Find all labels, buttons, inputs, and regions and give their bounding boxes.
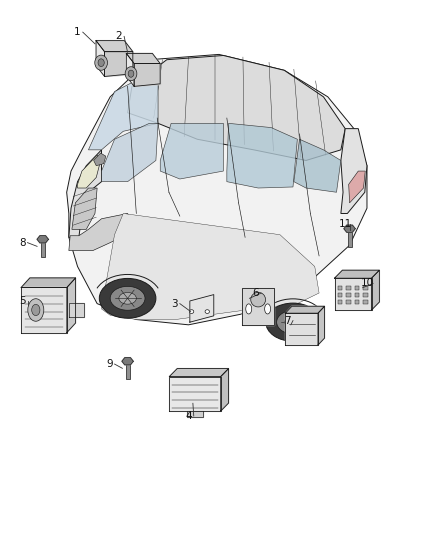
Polygon shape <box>341 128 367 214</box>
Polygon shape <box>127 55 345 160</box>
Bar <box>364 286 368 290</box>
Ellipse shape <box>125 67 137 80</box>
Bar <box>364 300 368 304</box>
Polygon shape <box>88 69 158 150</box>
Bar <box>41 239 45 257</box>
Ellipse shape <box>277 311 309 334</box>
Polygon shape <box>102 123 158 182</box>
Ellipse shape <box>265 304 271 314</box>
Text: 3: 3 <box>171 298 178 309</box>
Polygon shape <box>21 287 67 333</box>
Polygon shape <box>78 155 101 188</box>
Polygon shape <box>94 153 106 166</box>
Ellipse shape <box>205 310 209 313</box>
Polygon shape <box>227 123 297 188</box>
Polygon shape <box>134 63 160 86</box>
Text: 2: 2 <box>116 31 122 42</box>
Ellipse shape <box>28 298 44 321</box>
Polygon shape <box>242 288 274 325</box>
Bar <box>126 361 130 379</box>
Polygon shape <box>335 278 371 310</box>
Text: 9: 9 <box>106 359 113 369</box>
Ellipse shape <box>98 59 104 67</box>
Bar <box>348 228 352 247</box>
Polygon shape <box>349 171 365 203</box>
Polygon shape <box>102 214 319 319</box>
Polygon shape <box>170 368 229 376</box>
Bar <box>364 293 368 297</box>
Polygon shape <box>126 53 134 86</box>
Polygon shape <box>122 358 133 365</box>
Text: 1: 1 <box>74 27 81 37</box>
Ellipse shape <box>285 317 301 328</box>
Polygon shape <box>286 313 318 345</box>
Bar <box>346 286 351 290</box>
Ellipse shape <box>251 292 265 307</box>
Polygon shape <box>126 53 160 63</box>
Polygon shape <box>170 376 221 411</box>
Polygon shape <box>286 306 325 313</box>
Polygon shape <box>160 123 223 179</box>
Ellipse shape <box>32 304 40 316</box>
Polygon shape <box>105 52 133 76</box>
Polygon shape <box>221 368 229 411</box>
Text: 7: 7 <box>284 316 291 326</box>
Ellipse shape <box>266 303 320 341</box>
Text: 4: 4 <box>185 411 192 421</box>
Polygon shape <box>37 236 48 243</box>
Bar <box>346 293 351 297</box>
Bar <box>338 286 342 290</box>
Text: 10: 10 <box>361 278 374 288</box>
Polygon shape <box>344 225 355 232</box>
Polygon shape <box>190 295 214 322</box>
Polygon shape <box>294 139 341 192</box>
Text: 11: 11 <box>339 219 352 229</box>
Ellipse shape <box>128 70 134 77</box>
Polygon shape <box>318 306 325 345</box>
Bar <box>355 293 359 297</box>
Polygon shape <box>67 278 76 333</box>
Bar <box>346 300 351 304</box>
Bar <box>338 293 342 297</box>
Polygon shape <box>96 41 105 76</box>
Text: 6: 6 <box>253 288 259 298</box>
Text: 5: 5 <box>19 296 25 306</box>
Ellipse shape <box>95 55 107 70</box>
Polygon shape <box>96 41 133 52</box>
Polygon shape <box>69 150 102 237</box>
Ellipse shape <box>119 293 136 304</box>
Polygon shape <box>69 214 136 251</box>
Polygon shape <box>21 278 76 287</box>
Polygon shape <box>335 270 379 278</box>
Polygon shape <box>72 188 97 229</box>
Bar <box>338 300 342 304</box>
Polygon shape <box>69 303 84 317</box>
Polygon shape <box>187 411 203 417</box>
Bar <box>355 300 359 304</box>
Text: 8: 8 <box>19 238 25 248</box>
Ellipse shape <box>99 278 156 318</box>
Ellipse shape <box>189 310 194 313</box>
Ellipse shape <box>246 304 252 314</box>
Ellipse shape <box>110 286 145 310</box>
Polygon shape <box>371 270 379 310</box>
Polygon shape <box>67 54 367 325</box>
Bar <box>355 286 359 290</box>
